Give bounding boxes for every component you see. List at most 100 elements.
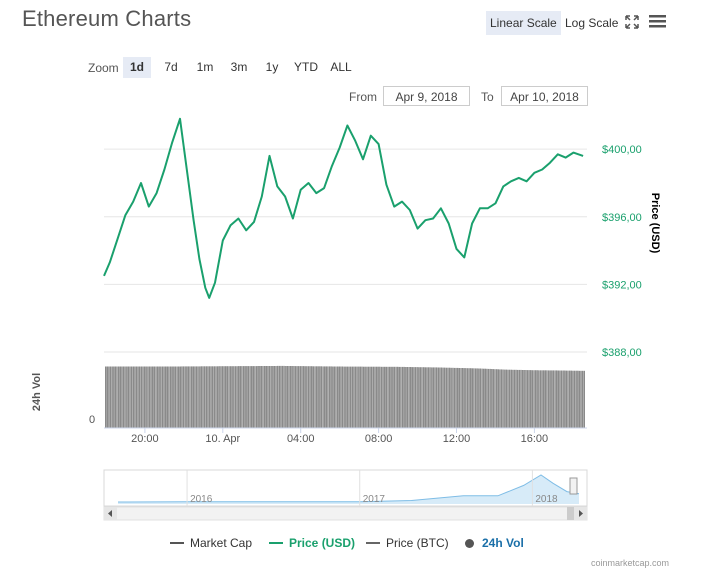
volume-bar	[260, 366, 263, 428]
volume-bar	[479, 368, 482, 428]
volume-bar	[523, 370, 525, 428]
volume-bar	[147, 366, 149, 428]
volume-bar	[325, 366, 327, 428]
volume-bar	[356, 366, 358, 428]
volume-bar	[163, 366, 165, 428]
volume-bar	[275, 366, 277, 428]
zoom-1d-button[interactable]: 1d	[123, 57, 151, 78]
zoom-7d-button[interactable]: 7d	[164, 60, 178, 74]
volume-bar	[453, 367, 456, 428]
volume-bar	[372, 366, 375, 428]
credits-link[interactable]: coinmarketcap.com	[590, 558, 669, 568]
volume-bar	[254, 366, 256, 428]
volume-bar	[359, 366, 362, 428]
volume-bar	[225, 366, 227, 428]
volume-bar	[200, 366, 203, 428]
zoom-1m-button[interactable]: 1m	[196, 60, 214, 74]
volume-bar	[246, 366, 248, 428]
volume-bar	[231, 366, 233, 428]
volume-bar	[161, 366, 164, 428]
volume-bar	[512, 369, 514, 428]
range-from-input[interactable]: Apr 9, 2018	[383, 86, 470, 106]
volume-bar	[189, 366, 191, 428]
volume-bar	[569, 370, 571, 428]
volume-bar	[220, 366, 222, 428]
volume-bar	[330, 366, 332, 428]
volume-bar	[338, 366, 340, 428]
scroll-thumb[interactable]	[567, 507, 574, 520]
volume-bar	[280, 365, 282, 428]
volume-bar	[447, 367, 449, 428]
volume-bar	[340, 366, 342, 428]
volume-bar	[346, 366, 349, 428]
volume-bar	[369, 366, 371, 428]
volume-bar	[445, 367, 448, 428]
log-scale-button[interactable]: Log Scale	[565, 16, 619, 30]
volume-bar	[212, 366, 214, 428]
legend-24h-vol[interactable]: 24h Vol	[465, 535, 524, 551]
volume-bar	[361, 366, 363, 428]
x-tick-label: 12:00	[443, 433, 471, 445]
range-to-input[interactable]: Apr 10, 2018	[501, 86, 588, 106]
range-to-label: To	[481, 90, 494, 104]
24h-vol-swatch	[465, 538, 474, 548]
volume-bar	[215, 366, 217, 428]
volume-bar	[218, 366, 220, 428]
volume-bar	[324, 366, 326, 428]
volume-bar	[135, 366, 138, 428]
legend-price-usd[interactable]: Price (USD)	[269, 535, 355, 551]
volume-bar	[457, 367, 459, 428]
volume-bar	[444, 367, 446, 428]
volume-bar	[153, 366, 155, 428]
navigator[interactable]: 2016 2017 2018	[103, 469, 588, 507]
legend-label: 24h Vol	[482, 536, 524, 550]
volume-bar	[371, 366, 373, 428]
volume-bar	[435, 367, 438, 428]
menu-icon[interactable]	[649, 14, 666, 34]
legend-market-cap[interactable]: Market Cap	[170, 535, 252, 551]
price-tick-label: $388,00	[602, 347, 642, 359]
volume-bar	[210, 366, 212, 428]
volume-bar	[315, 366, 318, 428]
navigator-area	[118, 475, 579, 504]
volume-bar	[283, 365, 285, 428]
navigator-handle[interactable]	[569, 477, 578, 495]
volume-bar	[505, 369, 508, 428]
volume-bar	[440, 367, 443, 428]
volume-bar	[281, 365, 284, 428]
volume-bar	[194, 366, 196, 428]
volume-bar	[533, 370, 535, 428]
volume-bar	[513, 369, 516, 428]
volume-bar	[134, 366, 136, 428]
volume-bar	[392, 366, 394, 428]
navigator-scrollbar[interactable]	[103, 506, 588, 521]
volume-bar	[122, 366, 125, 428]
volume-bar	[179, 366, 181, 428]
volume-bar	[337, 366, 339, 428]
volume-bar	[575, 370, 577, 428]
volume-bar	[142, 366, 144, 428]
linear-scale-button[interactable]: Linear Scale	[486, 11, 561, 35]
legend-price-btc[interactable]: Price (BTC)	[366, 535, 449, 551]
zoom-1y-button[interactable]: 1y	[265, 60, 279, 74]
volume-bar	[199, 366, 201, 428]
fullscreen-icon[interactable]	[625, 15, 639, 34]
volume-bar	[322, 366, 324, 428]
zoom-ytd-button[interactable]: YTD	[294, 60, 318, 74]
volume-bar	[270, 366, 272, 428]
volume-bar	[174, 366, 177, 428]
zoom-all-button[interactable]: ALL	[330, 60, 352, 74]
volume-bar	[388, 366, 391, 428]
volume-bar	[319, 366, 321, 428]
volume-bar	[311, 366, 313, 428]
zoom-3m-button[interactable]: 3m	[230, 60, 248, 74]
volume-bar	[426, 367, 428, 428]
volume-bar	[481, 368, 483, 428]
volume-axis-tick: 0	[89, 414, 95, 426]
volume-bar	[192, 366, 194, 428]
volume-bar	[385, 366, 387, 428]
volume-bar	[476, 368, 478, 428]
volume-bar	[257, 366, 259, 428]
volume-bars	[105, 365, 585, 428]
x-tick-label: 20:00	[131, 433, 159, 445]
